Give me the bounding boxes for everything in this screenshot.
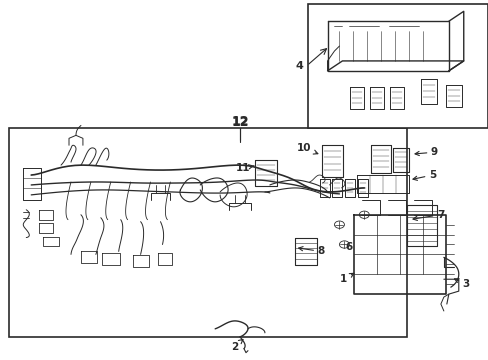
- Text: 12: 12: [231, 116, 248, 129]
- Text: 12: 12: [231, 116, 248, 129]
- Text: 7: 7: [412, 210, 444, 220]
- Text: 2: 2: [230, 339, 243, 352]
- Circle shape: [359, 211, 368, 219]
- Text: 3: 3: [453, 279, 469, 289]
- Circle shape: [334, 221, 344, 228]
- Text: 4: 4: [295, 61, 303, 71]
- Bar: [9, 129, 406, 337]
- Circle shape: [339, 241, 349, 248]
- Text: 10: 10: [297, 143, 317, 154]
- Text: 5: 5: [412, 170, 435, 180]
- Text: 11: 11: [235, 163, 254, 173]
- Text: 1: 1: [340, 273, 353, 284]
- Text: 6: 6: [345, 243, 352, 252]
- Text: 9: 9: [414, 147, 437, 157]
- Text: 8: 8: [298, 247, 324, 256]
- Bar: [307, 4, 487, 129]
